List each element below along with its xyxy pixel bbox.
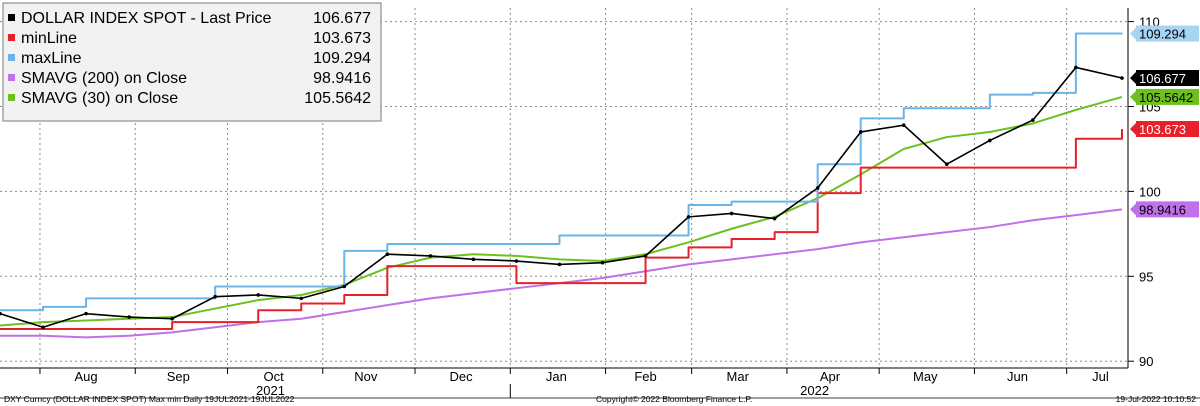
series-layer [0, 32, 1124, 339]
price-point [385, 252, 390, 257]
y-tick-label: 100 [1139, 184, 1161, 199]
price-point [84, 311, 88, 316]
price-point [428, 254, 433, 258]
x-month-label: Feb [634, 369, 656, 384]
y-tick-label: 95 [1139, 269, 1153, 284]
value-tag-pointer [1130, 27, 1136, 40]
value-tag: 106.677 [1130, 70, 1199, 87]
price-point [772, 216, 777, 221]
value-tag-box [1136, 25, 1199, 42]
value-tag-pointer [1130, 123, 1136, 136]
legend-value: 105.5642 [304, 90, 371, 107]
value-tag: 109.294 [1130, 25, 1199, 42]
legend-swatch [8, 94, 15, 101]
value-tag-box [1136, 70, 1199, 87]
x-month-label: Aug [75, 369, 98, 384]
legend-swatch [8, 74, 15, 81]
price-point [256, 293, 261, 297]
legend-label: minLine [21, 30, 77, 47]
series-line [0, 129, 1123, 330]
legend-label: SMAVG (30) on Close [21, 90, 178, 107]
legend-box [2, 2, 382, 122]
price-point [1031, 118, 1035, 122]
price-point [600, 260, 605, 265]
value-tag-pointer [1130, 203, 1136, 216]
x-year-label: 2021 [256, 383, 285, 398]
footer-left: DXY Curncy (DOLLAR INDEX SPOT) Max min D… [4, 394, 295, 404]
x-month-label: Mar [727, 369, 750, 384]
price-point [643, 254, 648, 258]
legend-swatch [8, 34, 15, 41]
value-tag: 98.9416 [1130, 201, 1199, 218]
price-point [299, 296, 304, 301]
price-point [342, 284, 347, 289]
legend: DOLLAR INDEX SPOT - Last Price 106.677 min… [2, 2, 382, 122]
footer: DXY Curncy (DOLLAR INDEX SPOT) Max min D… [4, 394, 1196, 404]
price-point [686, 215, 691, 219]
legend-label: DOLLAR INDEX SPOT - Last Price [21, 10, 272, 27]
price-point [471, 257, 476, 262]
value-tag-box [1136, 201, 1199, 218]
price-point [41, 325, 45, 330]
value-tag: 105.5642 [1130, 88, 1199, 105]
value-tag-label: 106.677 [1139, 71, 1186, 86]
footer-right: 19-Jul-2022 10:10:52 [1116, 394, 1197, 404]
price-point [988, 138, 992, 143]
x-month-label: Jan [546, 369, 567, 384]
series-line [0, 32, 1123, 312]
price-point [901, 123, 906, 127]
x-year-label: 2022 [800, 383, 829, 398]
legend-value: 103.673 [313, 30, 371, 47]
price-point [514, 259, 519, 263]
price-point [213, 294, 217, 299]
value-tag-label: 105.5642 [1139, 90, 1193, 105]
x-month-label: May [913, 369, 938, 384]
legend-value: 98.9416 [313, 70, 371, 87]
price-point [0, 311, 2, 316]
x-month-label: Jun [1007, 369, 1028, 384]
value-tag-pointer [1130, 72, 1136, 85]
price-point [944, 162, 949, 167]
value-tag-label: 103.673 [1139, 122, 1186, 137]
price-point [1074, 65, 1078, 70]
legend-value: 109.294 [313, 50, 371, 67]
x-month-label: Apr [820, 369, 841, 384]
x-month-label: Nov [354, 369, 378, 384]
price-point [1120, 76, 1124, 80]
value-tag-label: 98.9416 [1139, 202, 1186, 217]
legend-swatch [8, 14, 15, 21]
x-month-label: Dec [450, 369, 474, 384]
legend-swatch [8, 54, 15, 61]
x-month-label: Sep [167, 369, 190, 384]
value-tag-label: 109.294 [1139, 27, 1186, 42]
legend-value: 106.677 [313, 10, 371, 27]
price-point [127, 315, 131, 319]
value-tag-pointer [1130, 90, 1136, 103]
price-point [729, 211, 734, 216]
value-tag-box [1136, 121, 1199, 138]
x-month-label: Oct [263, 369, 284, 384]
value-tag: 103.673 [1130, 121, 1199, 138]
series-line [0, 95, 1123, 327]
y-tick-label: 90 [1139, 354, 1153, 369]
price-point [858, 130, 863, 134]
price-point [815, 186, 820, 190]
legend-label: maxLine [21, 50, 82, 67]
footer-center: Copyright© 2022 Bloomberg Finance L.P. [596, 394, 752, 404]
x-month-label: Jul [1092, 369, 1109, 384]
grid-layer [0, 8, 1128, 368]
price-point [170, 316, 174, 321]
legend-label: SMAVG (200) on Close [21, 70, 187, 87]
value-tag-box [1136, 88, 1199, 105]
price-point [557, 262, 562, 267]
